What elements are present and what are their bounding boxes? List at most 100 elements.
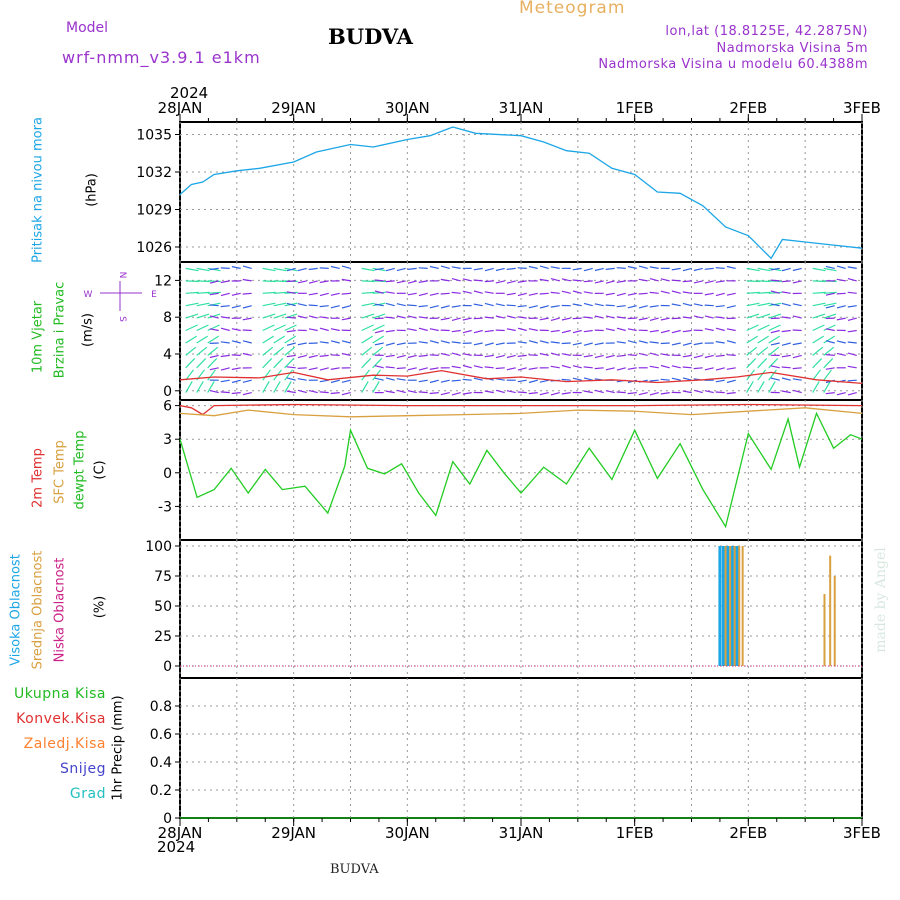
wind-arrow <box>539 292 549 295</box>
wind-arrow <box>196 357 207 369</box>
wind-arrow <box>539 305 549 309</box>
wind-arrow <box>396 378 406 381</box>
wind-arrow <box>704 315 714 319</box>
wind-arrow <box>484 366 494 369</box>
wind-arrow <box>561 392 571 395</box>
wind-arrow <box>473 303 483 307</box>
wind-arrow <box>746 313 760 319</box>
cloud-label-2: Srednja Oblacnost <box>30 550 46 670</box>
wind-arrow <box>792 303 802 307</box>
wind-arrow <box>792 367 802 370</box>
wind-arrow <box>649 392 659 396</box>
wind-arrow <box>768 346 780 356</box>
wind-arrow <box>396 315 406 319</box>
wind-arrow <box>262 324 275 332</box>
wind-arrow <box>781 342 791 346</box>
wind-arrow <box>627 292 637 296</box>
wind-arrow <box>517 267 527 269</box>
wind-arrow <box>616 305 626 308</box>
wind-arrow <box>605 354 615 359</box>
wind-arrow <box>836 379 846 383</box>
y-tick-label-precip: 0.4 <box>150 755 172 771</box>
wind-arrow <box>781 291 791 294</box>
wind-arrow <box>207 280 221 283</box>
wind-arrow <box>726 305 736 309</box>
y-tick-label-temp: 3 <box>163 432 172 448</box>
wind-arrow <box>273 291 287 294</box>
wind-arrow <box>286 302 296 307</box>
wind-arrow <box>550 392 560 396</box>
wind-arrow <box>396 367 406 370</box>
wind-arrow <box>451 305 461 308</box>
wind-arrow <box>451 278 461 282</box>
wind-arrow <box>361 313 375 319</box>
wind-arrow <box>396 342 406 346</box>
y-tick-label-wind: 8 <box>163 310 172 326</box>
wind-arrow <box>207 335 220 344</box>
wind-arrow <box>528 292 538 296</box>
wind-arrow <box>451 266 461 269</box>
wind-arrow <box>407 292 417 296</box>
wind-arrow <box>286 390 296 394</box>
wind-arrow <box>196 381 204 393</box>
wind-arrow <box>746 369 755 381</box>
wind-arrow <box>361 302 375 307</box>
wind-arrow <box>836 292 846 295</box>
wind-arrow <box>616 379 626 383</box>
series-line-2-0 <box>179 403 863 416</box>
wind-arrow <box>407 304 417 307</box>
wind-arrow <box>284 369 293 381</box>
wind-arrow <box>429 354 439 356</box>
wind-arrow <box>812 280 826 283</box>
wind-arrow <box>284 324 297 332</box>
wind-arrow <box>484 302 494 307</box>
wind-arrow <box>847 352 857 356</box>
wind-arrow <box>396 354 406 359</box>
wind-arrow <box>823 302 837 307</box>
wind-arrow <box>726 354 736 356</box>
wind-arrow <box>440 305 450 309</box>
wind-arrow <box>374 267 384 271</box>
wind-arrow <box>682 342 692 346</box>
wind-arrow <box>812 369 821 381</box>
wind-arrow <box>847 379 857 382</box>
wind-arrow <box>495 378 505 381</box>
wind-arrow <box>671 342 681 346</box>
wind-arrow <box>726 292 736 296</box>
wind-arrow <box>262 335 275 344</box>
y-tick-label-wind: 12 <box>154 273 172 289</box>
wind-arrow <box>836 340 846 344</box>
wind-arrow <box>297 367 307 369</box>
wind-arrow <box>682 267 692 272</box>
wind-arrow <box>473 267 483 271</box>
wind-arrow <box>768 357 779 369</box>
wind-arrow <box>231 266 241 269</box>
wind-arrow <box>825 340 835 344</box>
wind-arrow <box>262 346 274 356</box>
wind-arrow <box>495 303 505 307</box>
wind-arrow <box>812 346 824 356</box>
temp-label-1: 2m Temp <box>30 448 46 508</box>
wind-arrow <box>550 379 560 382</box>
wind-arrow <box>495 267 505 272</box>
wind-arrow <box>561 353 571 356</box>
wind-arrow <box>207 346 219 356</box>
wind-arrow <box>704 367 714 371</box>
wind-arrow <box>429 265 439 269</box>
wind-arrow <box>825 392 835 395</box>
wind-arrow <box>768 369 777 381</box>
wind-arrow <box>823 335 836 344</box>
wind-arrow <box>823 357 834 369</box>
wind-arrow <box>308 328 318 332</box>
temp-unit: (C) <box>92 460 108 480</box>
wind-arrow <box>825 305 835 309</box>
wind-arrow <box>715 292 725 297</box>
elevation-text: Nadmorska Visina 5m <box>716 41 868 56</box>
wind-arrow <box>185 267 199 272</box>
wind-arrow <box>649 341 659 344</box>
wind-arrow <box>660 317 670 321</box>
wind-arrow <box>242 392 252 396</box>
wind-arrow <box>594 315 604 319</box>
wind-arrow <box>396 280 406 284</box>
